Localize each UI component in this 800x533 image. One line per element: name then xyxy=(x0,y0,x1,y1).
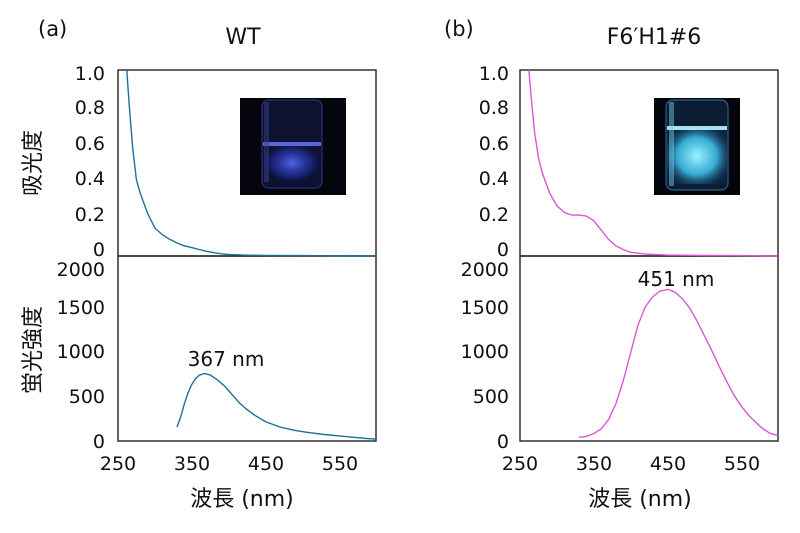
abs-tick-label: 0.2 xyxy=(479,204,509,226)
abs-tick-label: 1.0 xyxy=(75,63,105,85)
abs-tick-label: 0.8 xyxy=(75,97,105,119)
abs-tick-label: 0 xyxy=(93,239,105,261)
fl-tick-label: 1500 xyxy=(461,297,509,319)
abs-tick-label: 0.8 xyxy=(479,97,509,119)
fl-tick-label: 2000 xyxy=(57,259,105,281)
x-tick-label: 450 xyxy=(650,453,686,475)
abs-tick-label: 0.4 xyxy=(479,168,509,190)
fl-tick-label: 1000 xyxy=(57,341,105,363)
y-axis-title-fluorescence: 蛍光強度 xyxy=(21,306,46,394)
panel-b-label: (b) xyxy=(444,17,474,41)
x-axis-title: 波長 (nm) xyxy=(190,487,294,512)
panel-b-fluorescence-frame xyxy=(519,255,779,442)
panel-a: (a) WT 1.0 0.8 0.6 0.4 0.2 0 2000 1500 1… xyxy=(21,17,377,512)
abs-tick-label: 0.6 xyxy=(479,133,509,155)
x-tick-label: 350 xyxy=(174,453,210,475)
series-line-wt-absorbance xyxy=(126,69,377,257)
abs-tick-label: 0.4 xyxy=(75,168,105,190)
abs-tick-label: 0 xyxy=(497,239,509,261)
panel-b-title: F6′H1#6 xyxy=(607,25,702,50)
x-tick-label: 250 xyxy=(502,453,538,475)
x-tick-label: 350 xyxy=(576,453,612,475)
series-line-wt-fluorescence xyxy=(176,372,377,440)
peak-label-mutant: 451 nm xyxy=(638,267,715,291)
fl-tick-label: 0 xyxy=(93,431,105,453)
fl-tick-label: 500 xyxy=(473,386,509,408)
vial-photo-mutant xyxy=(654,98,740,195)
abs-tick-label: 0.6 xyxy=(75,133,105,155)
y-axis-title-absorbance: 吸光度 xyxy=(21,130,46,196)
x-tick-label: 550 xyxy=(724,453,760,475)
series-line-mutant-fluorescence xyxy=(578,288,779,438)
x-tick-label: 450 xyxy=(248,453,284,475)
x-tick-label: 250 xyxy=(100,453,136,475)
panel-a-fluorescence-frame xyxy=(117,255,377,442)
fl-tick-label: 500 xyxy=(69,386,105,408)
abs-tick-label: 1.0 xyxy=(479,63,509,85)
fl-tick-label: 2000 xyxy=(461,259,509,281)
series-line-mutant-absorbance xyxy=(528,69,779,257)
vial-photo-wt xyxy=(240,98,346,195)
fl-tick-label: 0 xyxy=(497,431,509,453)
x-axis-title: 波長 (nm) xyxy=(588,487,692,512)
abs-tick-label: 0.2 xyxy=(75,204,105,226)
fl-tick-label: 1500 xyxy=(57,297,105,319)
fl-tick-label: 1000 xyxy=(461,341,509,363)
panel-b: (b) F6′H1#6 1.0 0.8 0.6 0.4 0.2 0 2000 1… xyxy=(444,17,779,512)
panel-a-title: WT xyxy=(225,25,261,50)
peak-label-wt: 367 nm xyxy=(188,347,265,371)
panel-a-label: (a) xyxy=(38,17,67,41)
x-tick-label: 550 xyxy=(322,453,358,475)
